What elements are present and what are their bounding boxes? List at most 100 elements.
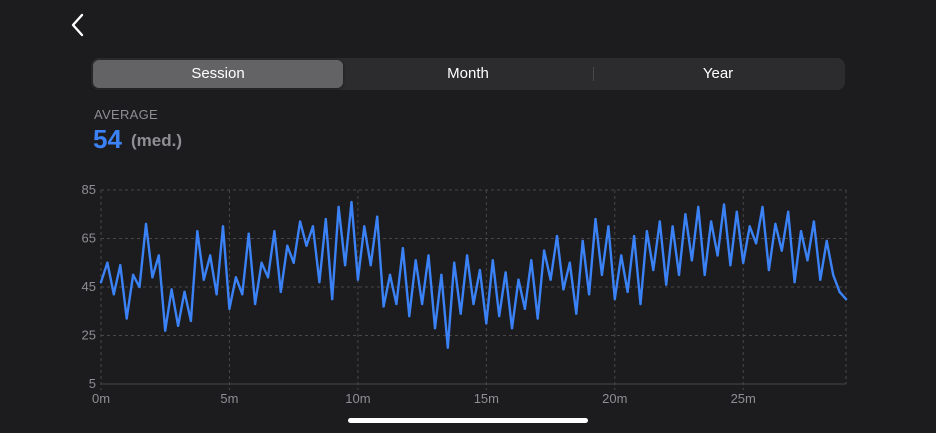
segment-month-label: Month — [447, 65, 489, 82]
y-tick-label: 25 — [82, 328, 96, 343]
x-tick-label: 0m — [92, 391, 110, 406]
data-point — [131, 273, 135, 277]
data-point — [388, 273, 392, 277]
data-point — [99, 280, 103, 284]
data-point — [125, 317, 128, 320]
data-point — [594, 217, 597, 221]
data-point — [478, 268, 482, 272]
data-point — [151, 276, 154, 279]
data-point — [716, 254, 719, 257]
data-point — [459, 312, 462, 315]
data-point — [414, 259, 417, 262]
data-point — [581, 239, 584, 243]
data-point — [497, 314, 501, 318]
data-point — [626, 290, 629, 294]
data-point — [324, 217, 327, 221]
data-point — [504, 271, 507, 274]
segment-year[interactable]: Year — [593, 60, 843, 88]
data-point — [812, 220, 816, 223]
segment-month[interactable]: Month — [343, 60, 593, 88]
data-point — [600, 273, 604, 277]
data-point — [709, 220, 713, 223]
y-tick-label: 65 — [82, 231, 96, 246]
data-point — [575, 312, 578, 315]
data-point — [517, 278, 520, 281]
data-point — [138, 285, 141, 289]
data-point — [658, 220, 661, 223]
data-point — [164, 329, 167, 332]
data-point — [234, 276, 238, 279]
data-point — [472, 302, 475, 306]
data-point — [722, 203, 726, 206]
data-point — [510, 327, 514, 330]
data-point — [331, 297, 334, 301]
data-point — [568, 261, 572, 264]
data-point — [253, 302, 257, 306]
data-point — [343, 263, 347, 267]
data-point — [639, 302, 642, 306]
data-point — [485, 322, 488, 325]
segment-session[interactable]: Session — [93, 60, 343, 88]
data-point — [465, 254, 469, 257]
data-point — [542, 249, 546, 252]
data-point — [536, 317, 539, 320]
data-point — [523, 307, 527, 311]
back-button[interactable] — [64, 8, 94, 42]
data-point — [838, 290, 841, 294]
data-point — [831, 273, 835, 277]
data-point — [420, 302, 424, 306]
x-tick-label: 5m — [220, 391, 238, 406]
data-point — [247, 232, 250, 235]
data-point — [408, 314, 411, 318]
data-point — [260, 261, 263, 264]
data-point — [350, 200, 353, 204]
data-point — [183, 290, 186, 294]
data-point — [562, 288, 565, 291]
data-point — [645, 230, 649, 233]
average-unit: (med.) — [131, 131, 182, 150]
data-point — [221, 225, 225, 228]
data-point — [112, 293, 116, 296]
y-tick-label: 45 — [82, 279, 96, 294]
data-point — [652, 268, 655, 272]
data-point — [620, 254, 623, 257]
segment-divider — [593, 67, 594, 81]
data-point — [144, 222, 148, 226]
data-point — [690, 259, 694, 262]
data-point — [337, 205, 340, 209]
data-point — [555, 234, 559, 238]
data-point — [806, 259, 809, 262]
data-point — [664, 283, 668, 286]
data-point — [369, 263, 372, 267]
data-point — [793, 280, 796, 284]
x-tick-label: 10m — [345, 391, 370, 406]
data-point — [119, 263, 122, 267]
data-point — [375, 215, 379, 218]
data-point — [767, 268, 771, 272]
data-point — [819, 278, 822, 281]
data-point — [208, 254, 212, 257]
data-point — [446, 346, 450, 349]
data-point — [176, 324, 180, 327]
y-tick-label: 85 — [82, 182, 96, 197]
data-point — [684, 213, 687, 216]
home-indicator — [348, 418, 588, 423]
data-point — [189, 319, 193, 323]
data-point — [298, 220, 302, 223]
data-point — [786, 210, 790, 214]
data-point — [607, 225, 610, 228]
data-point — [286, 244, 289, 247]
data-point — [427, 254, 430, 257]
data-point — [433, 327, 437, 330]
data-point — [825, 239, 828, 243]
data-point — [106, 261, 109, 264]
data-point — [729, 263, 732, 267]
data-point — [273, 230, 276, 233]
data-point — [530, 259, 533, 262]
heart-rate-series-line — [99, 200, 848, 349]
data-point — [215, 293, 218, 296]
data-point — [363, 225, 366, 228]
average-label: AVERAGE — [94, 107, 158, 122]
data-point — [440, 273, 443, 277]
data-point — [311, 225, 315, 228]
